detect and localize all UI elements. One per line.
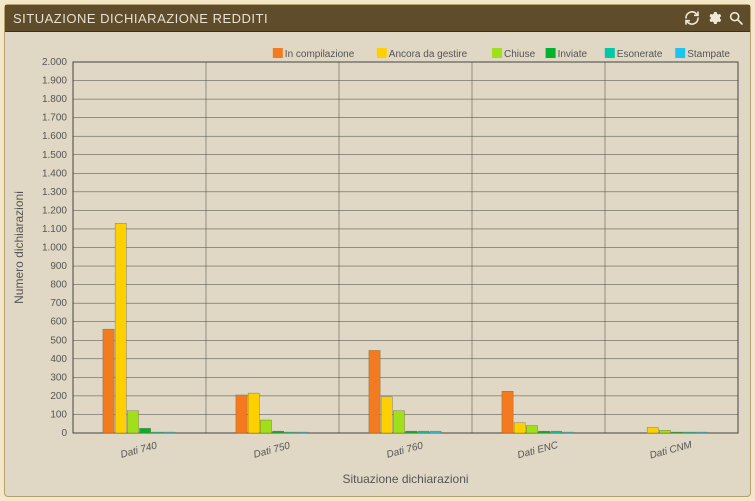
y-axis-title: Numero dichiarazioni xyxy=(12,191,26,304)
legend-swatch[interactable] xyxy=(605,48,615,58)
x-axis-title: Situazione dichiarazioni xyxy=(342,472,468,486)
bar[interactable] xyxy=(418,431,429,433)
y-tick-label: 400 xyxy=(50,354,67,365)
y-tick-label: 100 xyxy=(50,409,67,420)
y-tick-label: 1.500 xyxy=(42,150,67,161)
bar[interactable] xyxy=(551,431,562,433)
x-category-label: Dati ENC xyxy=(516,440,560,462)
y-tick-label: 0 xyxy=(61,428,67,439)
bar[interactable] xyxy=(684,432,695,433)
y-tick-label: 1.700 xyxy=(42,113,67,124)
y-tick-label: 1.100 xyxy=(42,224,67,235)
x-category-label: Dati 760 xyxy=(385,440,424,460)
dashboard-panel: SITUAZIONE DICHIARAZIONE REDDITI 0 100 200… xyxy=(4,4,751,497)
legend-swatch[interactable] xyxy=(546,48,556,58)
bar[interactable] xyxy=(381,397,392,433)
bar[interactable] xyxy=(103,329,114,433)
panel-titlebar: SITUAZIONE DICHIARAZIONE REDDITI xyxy=(5,5,750,32)
legend-swatch[interactable] xyxy=(273,48,283,58)
y-tick-label: 1.900 xyxy=(42,76,67,87)
bar[interactable] xyxy=(502,391,513,433)
gear-icon[interactable] xyxy=(706,10,722,26)
refresh-icon[interactable] xyxy=(684,10,700,26)
y-tick-label: 1.000 xyxy=(42,243,67,254)
y-tick-label: 2.000 xyxy=(42,57,67,68)
legend-label: In compilazione xyxy=(285,49,355,60)
chart-area: 0 100 200 300 400 500 600 700 800 900 1.000 1.100 1.… xyxy=(5,32,750,497)
panel-title: SITUAZIONE DICHIARAZIONE REDDITI xyxy=(13,11,268,26)
bar[interactable] xyxy=(115,223,126,433)
y-tick-label: 300 xyxy=(50,372,67,383)
bar[interactable] xyxy=(297,432,308,433)
bar[interactable] xyxy=(273,431,284,433)
y-tick-label: 1.400 xyxy=(42,168,67,179)
y-tick-label: 900 xyxy=(50,261,67,272)
search-icon[interactable] xyxy=(728,10,744,26)
y-tick-label: 1.300 xyxy=(42,187,67,198)
bar[interactable] xyxy=(140,428,151,433)
y-tick-label: 200 xyxy=(50,391,67,402)
bar[interactable] xyxy=(127,411,138,433)
bar[interactable] xyxy=(285,432,296,433)
y-tick-label: 1.800 xyxy=(42,94,67,105)
bar[interactable] xyxy=(672,432,683,433)
bar[interactable] xyxy=(430,431,441,433)
bar[interactable] xyxy=(236,395,247,433)
x-category-label: Dati CNM xyxy=(648,439,693,461)
bar[interactable] xyxy=(164,432,175,433)
y-tick-label: 700 xyxy=(50,298,67,309)
legend-label: Esonerate xyxy=(617,49,663,60)
legend-label: Inviate xyxy=(558,49,588,60)
y-tick-label: 1.200 xyxy=(42,205,67,216)
legend-label: Ancora da gestire xyxy=(389,49,468,60)
legend-label: Chiuse xyxy=(504,49,536,60)
bar-chart: 0 100 200 300 400 500 600 700 800 900 1.000 1.100 1.… xyxy=(5,32,750,497)
bar[interactable] xyxy=(369,350,380,433)
bar[interactable] xyxy=(152,432,163,433)
bar[interactable] xyxy=(647,427,658,433)
bar[interactable] xyxy=(659,430,670,433)
bar[interactable] xyxy=(539,431,550,433)
x-category-label: Dati 750 xyxy=(252,440,291,460)
y-tick-label: 600 xyxy=(50,317,67,328)
legend-swatch[interactable] xyxy=(492,48,502,58)
y-tick-label: 500 xyxy=(50,335,67,346)
y-tick-label: 1.600 xyxy=(42,131,67,142)
bar[interactable] xyxy=(563,432,574,433)
bar[interactable] xyxy=(406,431,417,433)
bar[interactable] xyxy=(260,420,271,433)
bar[interactable] xyxy=(526,426,537,433)
bar[interactable] xyxy=(514,423,525,433)
bar[interactable] xyxy=(248,393,259,433)
legend-swatch[interactable] xyxy=(675,48,685,58)
panel-actions xyxy=(684,10,744,26)
legend-label: Stampate xyxy=(687,49,730,60)
legend-swatch[interactable] xyxy=(377,48,387,58)
bar[interactable] xyxy=(393,411,404,433)
bar[interactable] xyxy=(696,432,707,433)
x-category-label: Dati 740 xyxy=(119,440,158,460)
y-tick-label: 800 xyxy=(50,280,67,291)
